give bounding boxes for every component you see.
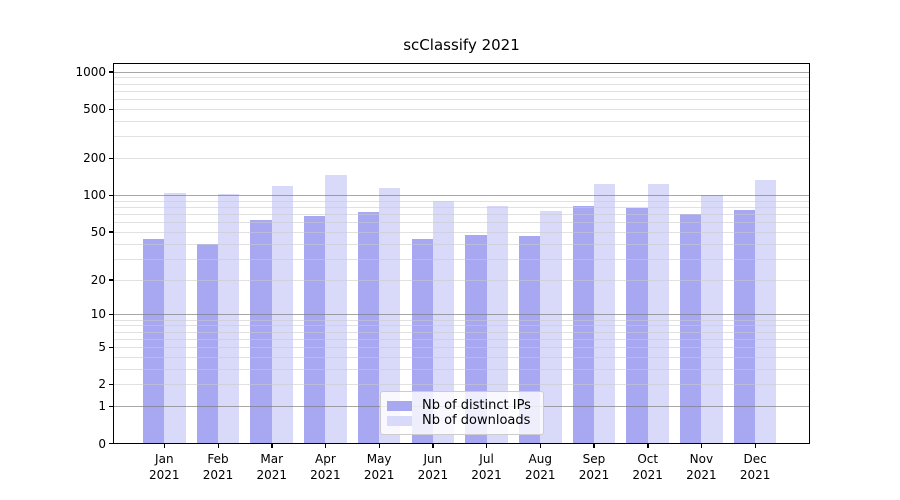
x-tick-mark-5 (378, 443, 381, 448)
x-tick-label-aug: Aug 2021 (524, 451, 556, 482)
x-tick-label-oct: Oct 2021 (632, 451, 663, 482)
x-tick-mark-8 (539, 443, 542, 448)
bar-downloads-nov (701, 194, 723, 444)
legend-label-distinct-ips: Nb of distinct IPs (422, 398, 531, 413)
y-tick-mark-5 (109, 346, 113, 348)
bar-ips-apr (304, 215, 326, 444)
bar-downloads-dec (755, 180, 777, 444)
y-tick-mark-1 (109, 405, 113, 408)
x-tick-mark-9 (593, 443, 595, 448)
y-tick-mark-10 (109, 313, 113, 316)
bar-ips-may (357, 211, 380, 444)
x-tick-mark-1 (163, 443, 166, 448)
x-tick-mark-7 (486, 443, 488, 448)
legend-swatch-distinct-ips (387, 400, 412, 411)
x-tick-label-dec: Dec 2021 (739, 451, 771, 482)
y-tick-mark-2 (109, 383, 113, 386)
bar-downloads-jan (164, 193, 186, 444)
y-tick-mark-50 (109, 231, 113, 233)
bar-downloads-feb (218, 194, 240, 444)
y-tick-label-1: 1 (98, 399, 106, 414)
x-tick-label-may: May 2021 (363, 451, 395, 482)
bar-ips-oct (626, 207, 648, 444)
x-tick-label-nov: Nov 2021 (686, 451, 717, 482)
x-tick-mark-4 (324, 443, 327, 448)
y-tick-mark-200 (109, 157, 113, 160)
bar-ips-mar (250, 219, 272, 444)
legend-swatch-downloads (387, 415, 412, 426)
bar-downloads-jul (486, 205, 508, 444)
bar-ips-dec (733, 209, 756, 444)
y-tick-mark-100 (109, 194, 113, 197)
y-tick-label-50: 50 (90, 224, 106, 239)
y-tick-label-0: 0 (98, 436, 106, 451)
y-tick-mark-500 (109, 108, 113, 110)
y-tick-label-1000: 1000 (75, 64, 106, 79)
bar-ips-nov (680, 214, 702, 444)
bar-downloads-oct (647, 183, 669, 444)
bars-layer (113, 63, 810, 444)
y-tick-label-20: 20 (90, 272, 106, 287)
bar-downloads-jun (432, 200, 455, 444)
bar-downloads-apr (325, 175, 347, 444)
x-tick-mark-6 (432, 443, 434, 448)
plot-area: Nb of distinct IPs Nb of downloads (113, 63, 810, 444)
legend-label-downloads: Nb of downloads (422, 413, 531, 428)
legend-entry-distinct-ips: Nb of distinct IPs (387, 398, 535, 413)
x-tick-label-jun: Jun 2021 (417, 451, 449, 482)
bar-downloads-mar (271, 186, 294, 444)
y-tick-mark-20 (109, 279, 113, 281)
y-tick-label-200: 200 (83, 151, 106, 166)
y-tick-label-5: 5 (98, 340, 106, 355)
x-tick-label-sep: Sep 2021 (578, 451, 610, 482)
x-tick-label-feb: Feb 2021 (202, 451, 234, 482)
bar-ips-feb (196, 243, 218, 444)
x-tick-mark-3 (271, 443, 273, 448)
x-tick-label-jan: Jan 2021 (149, 451, 180, 482)
x-tick-mark-11 (700, 443, 703, 448)
bar-downloads-may (379, 187, 401, 444)
x-tick-mark-12 (754, 443, 756, 448)
y-tick-label-2: 2 (98, 377, 106, 392)
bar-downloads-aug (540, 211, 562, 444)
chart-title: scClassify 2021 (403, 36, 520, 54)
x-tick-label-apr: Apr 2021 (310, 451, 341, 482)
y-tick-label-100: 100 (83, 188, 106, 203)
x-tick-mark-10 (647, 443, 649, 448)
legend-entry-downloads: Nb of downloads (387, 413, 535, 428)
legend: Nb of distinct IPs Nb of downloads (380, 391, 544, 435)
bar-ips-jan (143, 238, 165, 444)
x-tick-mark-2 (217, 443, 219, 448)
y-tick-mark-0 (109, 443, 113, 445)
bar-downloads-sep (593, 184, 616, 444)
y-tick-mark-1000 (109, 71, 113, 73)
x-tick-label-mar: Mar 2021 (256, 451, 287, 482)
x-tick-label-jul: Jul 2021 (471, 451, 502, 482)
y-tick-label-10: 10 (90, 307, 106, 322)
y-tick-label-500: 500 (83, 102, 106, 117)
bar-ips-sep (572, 206, 594, 444)
